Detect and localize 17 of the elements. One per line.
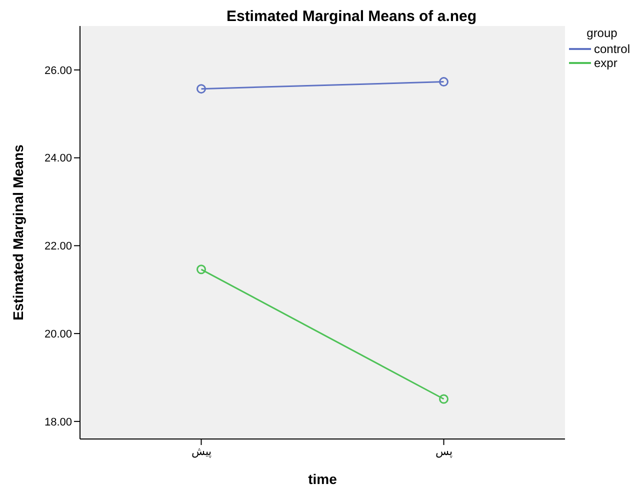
legend-label: expr	[594, 56, 618, 70]
y-tick-label: 26.00	[44, 64, 72, 77]
chart-title: Estimated Marginal Means of a.neg	[225, 8, 478, 26]
y-axis-title: Estimated Marginal Means	[10, 144, 26, 320]
point	[196, 264, 206, 274]
point	[196, 84, 206, 94]
y-tick-label: 22.00	[44, 240, 72, 253]
legend-title: group	[586, 26, 618, 40]
x-axis-title: time	[308, 471, 338, 487]
legend-label: control	[594, 42, 630, 56]
x-tick-label: پیش	[191, 446, 212, 458]
y-tick-label: 24.00	[44, 152, 72, 165]
point	[439, 394, 448, 404]
point	[439, 77, 448, 87]
y-tick-label: 20.00	[44, 328, 72, 340]
x-tick-label: پس	[435, 446, 452, 458]
y-tick-label: 18.00	[44, 416, 72, 428]
